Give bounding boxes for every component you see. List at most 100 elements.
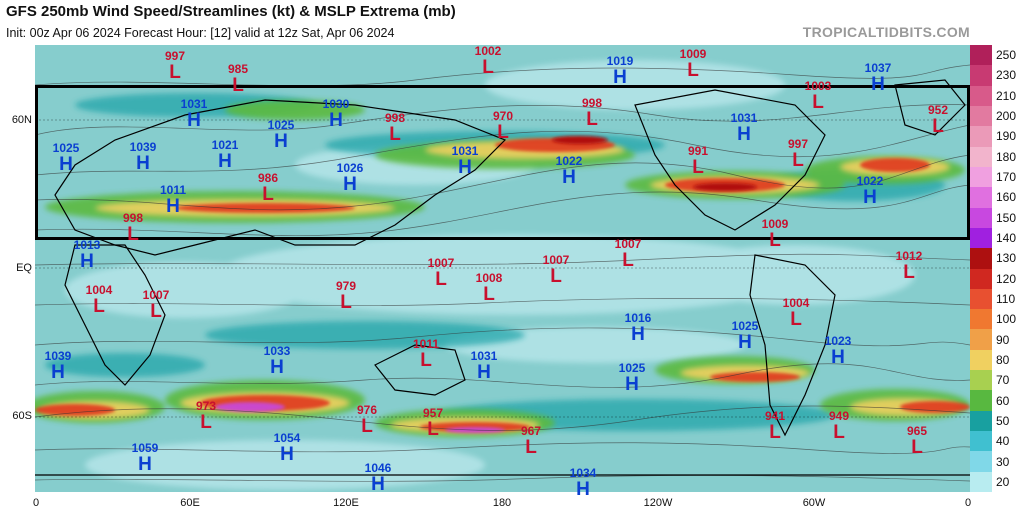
x-label-120e: 120E [333, 497, 359, 509]
colorbar-label: 30 [996, 454, 1010, 469]
pressure-value: 1025 [618, 361, 646, 375]
y-label-60s: 60S [12, 410, 32, 422]
pressure-letter: L [769, 422, 781, 443]
high-pressure-marker: 1026 H [337, 162, 364, 194]
colorbar-segment [970, 45, 992, 66]
pressure-value: 979 [335, 279, 357, 293]
pressure-value: 997 [164, 49, 186, 63]
low-pressure-marker: 979 L [336, 280, 356, 312]
pressure-value: 1021 [211, 138, 239, 152]
pressure-value: 1004 [782, 296, 810, 310]
pressure-value: 1022 [555, 154, 583, 168]
pressure-value: 1054 [273, 431, 301, 445]
colorbar-label: 120 [996, 271, 1017, 286]
pressure-letter: H [631, 324, 645, 345]
y-label-60n: 60N [11, 114, 32, 126]
pressure-value: 991 [687, 144, 709, 158]
pressure-letter: H [280, 444, 294, 465]
pressure-value: 985 [227, 62, 249, 76]
pressure-value: 941 [764, 409, 786, 423]
high-pressure-marker: 1019 H [607, 55, 634, 87]
pressure-value: 1059 [131, 441, 159, 455]
pressure-letter: H [371, 474, 385, 495]
low-pressure-marker: 1008 L [476, 272, 503, 304]
high-pressure-marker: 1016 H [625, 312, 652, 344]
pressure-letter: H [863, 187, 877, 208]
high-pressure-marker: 1013 H [74, 239, 101, 271]
colorbar-label: 190 [996, 129, 1017, 144]
pressure-letter: H [871, 74, 885, 95]
colorbar-segment [970, 390, 992, 412]
low-pressure-marker: 941 L [765, 410, 785, 442]
colorbar-segment [970, 248, 992, 269]
colorbar-segment [970, 126, 992, 148]
pressure-letter: L [483, 284, 495, 305]
colorbar-segment [970, 187, 992, 209]
pressure-value: 1016 [624, 311, 652, 325]
pressure-value: 967 [520, 424, 542, 438]
pressure-value: 965 [906, 424, 928, 438]
pressure-letter: L [427, 419, 439, 440]
pressure-value: 998 [581, 96, 603, 110]
pressure-value: 1031 [451, 144, 479, 158]
high-pressure-marker: 1031 H [731, 112, 758, 144]
pressure-value: 1026 [336, 161, 364, 175]
pressure-value: 973 [195, 399, 217, 413]
pressure-letter: H [343, 174, 357, 195]
pressure-letter: L [127, 224, 139, 245]
pressure-value: 1025 [52, 141, 80, 155]
wind-field-svg [35, 45, 970, 492]
pressure-value: 997 [787, 137, 809, 151]
pressure-letter: H [218, 151, 232, 172]
pressure-value: 970 [492, 109, 514, 123]
pressure-letter: L [389, 124, 401, 145]
colorbar-label: 140 [996, 231, 1017, 246]
pressure-letter: H [329, 110, 343, 131]
high-pressure-marker: 1022 H [857, 175, 884, 207]
pressure-letter: L [262, 184, 274, 205]
pressure-letter: L [812, 92, 824, 113]
colorbar-segment [970, 471, 992, 493]
low-pressure-marker: 1009 L [680, 48, 707, 80]
pressure-value: 1007 [614, 237, 642, 251]
pressure-letter: L [232, 75, 244, 96]
pressure-letter: H [138, 454, 152, 475]
colorbar-segment [970, 431, 992, 452]
colorbar-label: 110 [996, 291, 1016, 306]
pressure-value: 1033 [263, 344, 291, 358]
pressure-value: 1034 [569, 466, 597, 480]
pressure-value: 1030 [322, 97, 350, 111]
pressure-letter: L [497, 122, 509, 143]
low-pressure-marker: 997 L [165, 50, 185, 82]
pressure-letter: H [51, 362, 65, 383]
pressure-value: 1025 [267, 118, 295, 132]
colorbar-label: 150 [996, 210, 1017, 225]
colorbar [970, 45, 992, 493]
pressure-letter: L [833, 422, 845, 443]
colorbar-segment [970, 65, 992, 87]
low-pressure-marker: 965 L [907, 425, 927, 457]
pressure-value: 957 [422, 406, 444, 420]
high-pressure-marker: 1011 H [160, 184, 186, 216]
pressure-letter: H [166, 196, 180, 217]
pressure-letter: L [622, 250, 634, 271]
low-pressure-marker: 997 L [788, 138, 808, 170]
low-pressure-marker: 986 L [258, 172, 278, 204]
high-pressure-marker: 1054 H [274, 432, 301, 464]
pressure-letter: H [613, 67, 627, 88]
pressure-value: 1039 [129, 140, 157, 154]
pressure-value: 1019 [606, 54, 634, 68]
pressure-letter: L [420, 350, 432, 371]
low-pressure-marker: 949 L [829, 410, 849, 442]
x-label-120w: 120W [643, 497, 673, 509]
low-pressure-marker: 1002 L [475, 45, 502, 77]
pressure-letter: L [482, 57, 494, 78]
pressure-letter: H [59, 154, 73, 175]
map-title: GFS 250mb Wind Speed/Streamlines (kt) & … [6, 3, 456, 20]
low-pressure-marker: 1003 L [805, 80, 832, 112]
high-pressure-marker: 1030 H [323, 98, 350, 130]
pressure-letter: H [625, 374, 639, 395]
pressure-value: 986 [257, 171, 279, 185]
pressure-letter: H [576, 479, 590, 500]
high-pressure-marker: 1059 H [132, 442, 159, 474]
